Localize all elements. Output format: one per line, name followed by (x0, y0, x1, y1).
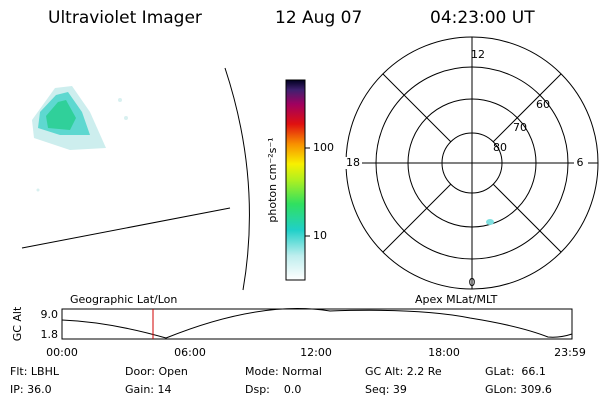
colorbar (285, 79, 306, 281)
info-field: Dsp: 0.0 (245, 383, 301, 396)
timeline-y-tick: 9.0 (41, 308, 59, 321)
timeline-x-tick: 18:00 (428, 346, 460, 359)
timeline-box (61, 308, 573, 340)
timeline-x-tick: 06:00 (174, 346, 206, 359)
timeline-x-tick: 12:00 (300, 346, 332, 359)
timeline-x-tick: 00:00 (46, 346, 78, 359)
polar-emission (486, 219, 494, 225)
timeline-left-label: Geographic Lat/Lon (70, 293, 177, 306)
mlt-label: 18 (346, 156, 360, 169)
mlt-label: 6 (577, 156, 584, 169)
polar-grid (345, 36, 599, 290)
colorbar-tick-label: 100 (313, 141, 334, 154)
aurora-image (32, 86, 128, 192)
lat-label: 60 (536, 98, 550, 111)
info-field: GLon: 309.6 (485, 383, 552, 396)
mlt-label: 0 (469, 276, 476, 289)
info-field: Mode: Normal (245, 365, 322, 378)
limb-line (224, 67, 250, 291)
time: 04:23:00 UT (430, 8, 535, 28)
info-field: Seq: 39 (365, 383, 407, 396)
timeline-y-tick: 1.8 (41, 328, 59, 341)
timeline-axis-label: GC Alt (11, 306, 24, 341)
info-field: GLat: 66.1 (485, 365, 546, 378)
altitude-curve (61, 308, 573, 339)
timeline-right-label: Apex MLat/MLT (415, 293, 498, 306)
info-field: Gain: 14 (125, 383, 172, 396)
info-field: Door: Open (125, 365, 188, 378)
lat-label: 70 (513, 121, 527, 134)
info-field: Flt: LBHL (10, 365, 60, 378)
lat-label: 80 (493, 141, 507, 154)
terminator-line (21, 207, 231, 249)
info-field: GC Alt: 2.2 Re (365, 365, 442, 378)
info-field: IP: 36.0 (10, 383, 52, 396)
colorbar-tick-label: 10 (313, 229, 327, 242)
title: Ultraviolet Imager (48, 8, 202, 28)
date: 12 Aug 07 (275, 8, 362, 28)
timeline-x-tick: 23:59 (554, 346, 586, 359)
mlt-label: 12 (471, 48, 485, 61)
colorbar-label: photon cm⁻²s⁻¹ (266, 137, 279, 222)
